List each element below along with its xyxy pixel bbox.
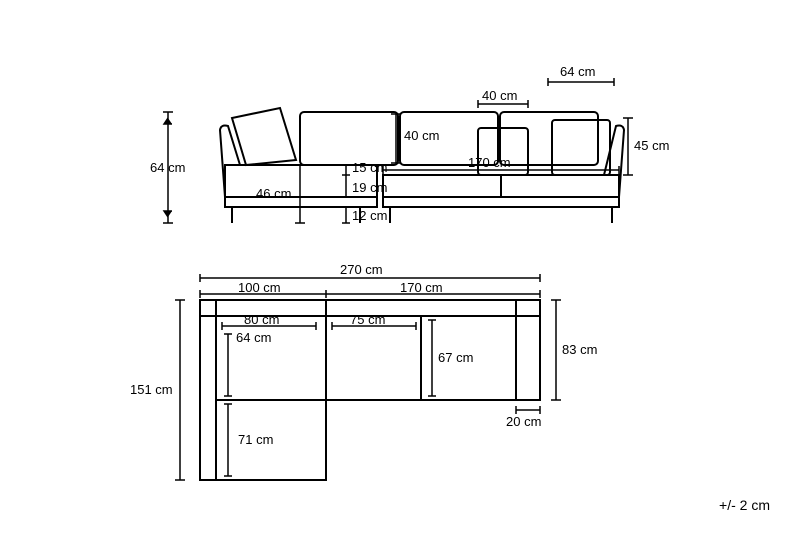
dim-chaise-ext: 71 cm — [238, 432, 273, 447]
dim-above-seat: 15 cm — [352, 160, 387, 175]
dim-small-pillow-w: 40 cm — [482, 88, 517, 103]
dim-top-pillow-w: 64 cm — [560, 64, 595, 79]
dim-chaise-w: 100 cm — [238, 280, 281, 295]
dim-total-height: 64 cm — [150, 160, 185, 175]
diagram-stage: 64 cm 46 cm 15 cm 19 cm 12 cm 40 cm 40 c… — [0, 0, 800, 533]
dim-chaise-seat-h: 46 cm — [256, 186, 291, 201]
dim-arm-20: 20 cm — [506, 414, 541, 429]
dim-total-d: 151 cm — [130, 382, 173, 397]
dim-right-depth: 83 cm — [562, 342, 597, 357]
dim-sofa-w: 170 cm — [400, 280, 443, 295]
dim-leg-h: 12 cm — [352, 208, 387, 223]
dim-seat-thick: 19 cm — [352, 180, 387, 195]
dim-inner-64: 64 cm — [236, 330, 271, 345]
dim-pillow-h: 45 cm — [634, 138, 669, 153]
tolerance-note: +/- 2 cm — [719, 497, 770, 513]
front-view-svg — [0, 0, 800, 533]
dim-mid-75: 75 cm — [350, 312, 385, 327]
dim-inner-80: 80 cm — [244, 312, 279, 327]
dim-depth-67: 67 cm — [438, 350, 473, 365]
dim-cushion-h: 40 cm — [404, 128, 439, 143]
dim-seat-w: 170 cm — [468, 155, 511, 170]
dim-total-w: 270 cm — [340, 262, 383, 277]
